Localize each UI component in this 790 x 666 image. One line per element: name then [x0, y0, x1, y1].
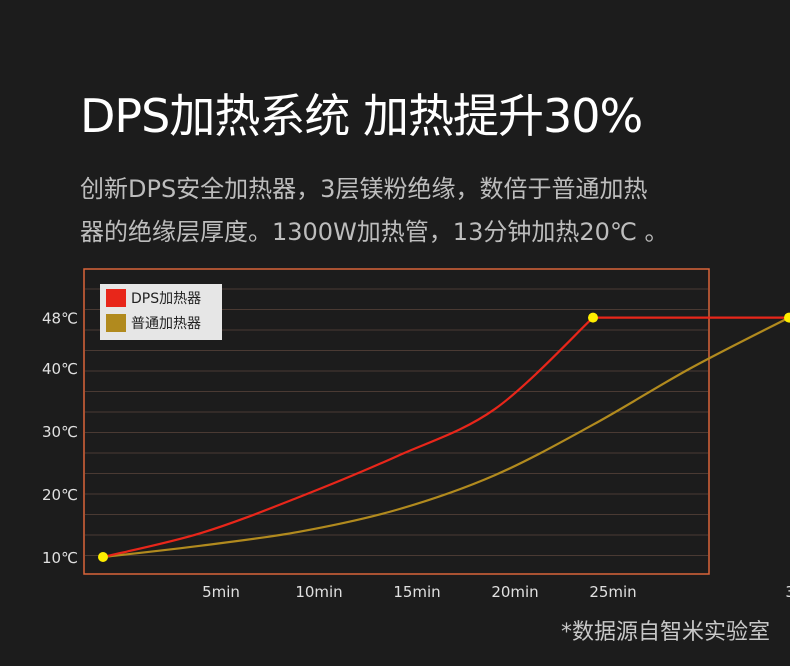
legend-label: 普通加热器	[131, 316, 201, 332]
series-line-0	[102, 316, 790, 559]
y-tick-label: 10℃	[42, 549, 78, 567]
x-tick-label: 10min	[295, 583, 342, 601]
series-marker-0	[588, 312, 598, 323]
chart-frame	[83, 268, 710, 575]
legend-swatch	[106, 289, 126, 307]
description: 创新DPS安全加热器，3层镁粉绝缘，数倍于普通加热 器的绝缘层厚度。1300W加…	[80, 168, 668, 254]
description-line-2: 器的绝缘层厚度。1300W加热管，13分钟加热20℃ 。	[80, 218, 669, 246]
y-tick-label: 48℃	[42, 310, 78, 328]
x-tick-label: 20min	[491, 583, 538, 601]
x-tick-label: 35min	[785, 583, 790, 601]
description-line-1: 创新DPS安全加热器，3层镁粉绝缘，数倍于普通加热	[80, 175, 648, 203]
y-tick-label: 20℃	[42, 486, 78, 504]
series-line-1	[102, 316, 790, 559]
page-title: DPS加热系统 加热提升30%	[80, 89, 643, 143]
legend-label: DPS加热器	[131, 291, 201, 307]
y-tick-label: 30℃	[42, 423, 78, 441]
x-tick-label: 15min	[393, 583, 440, 601]
series-marker-1	[784, 312, 790, 323]
data-source-note: *数据源自智米实验室	[560, 620, 770, 645]
legend-swatch	[106, 314, 126, 332]
x-tick-label: 25min	[589, 583, 636, 601]
series-marker-0	[98, 552, 108, 562]
x-tick-label: 5min	[202, 583, 240, 601]
y-tick-label: 40℃	[42, 360, 78, 378]
